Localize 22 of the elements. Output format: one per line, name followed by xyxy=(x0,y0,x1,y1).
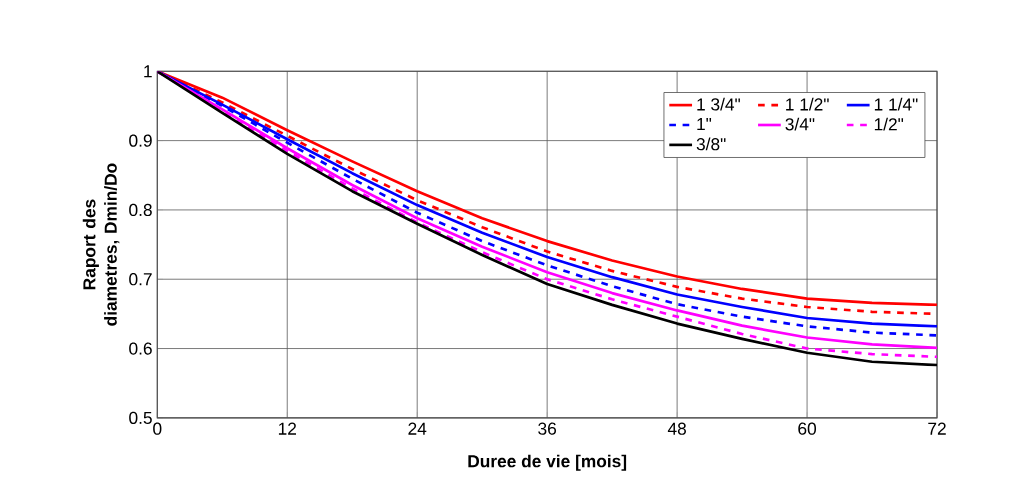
y-axis-title: Raport des diametres, Dmin/Do xyxy=(82,163,120,326)
y-tick-label: 0.5 xyxy=(129,411,152,424)
y-tick-label: 0.9 xyxy=(129,134,152,147)
legend-label: 3/8" xyxy=(696,137,726,151)
legend-label: 3/4" xyxy=(785,117,815,131)
legend-label: 1" xyxy=(697,117,712,130)
legend-label: 1 1/2" xyxy=(786,97,829,111)
x-tick-label: 60 xyxy=(798,422,817,435)
legend-label: 1 3/4" xyxy=(697,97,740,111)
x-tick-label: 36 xyxy=(538,422,557,435)
x-tick-label: 24 xyxy=(408,422,427,435)
legend-label: 1 1/4" xyxy=(874,97,918,111)
x-tick-label: 72 xyxy=(928,422,946,435)
x-tick-label: 12 xyxy=(278,422,296,435)
x-tick-label: 0 xyxy=(153,422,162,435)
y-tick-label: 0.7 xyxy=(129,273,152,286)
x-axis-title: Duree de vie [mois] xyxy=(468,454,627,471)
legend-label: 1/2" xyxy=(874,117,904,131)
y-tick-label: 0.8 xyxy=(129,203,152,216)
y-tick-label: 0.6 xyxy=(129,342,152,355)
x-tick-label: 48 xyxy=(667,422,686,435)
y-tick-label: 1 xyxy=(144,65,152,78)
